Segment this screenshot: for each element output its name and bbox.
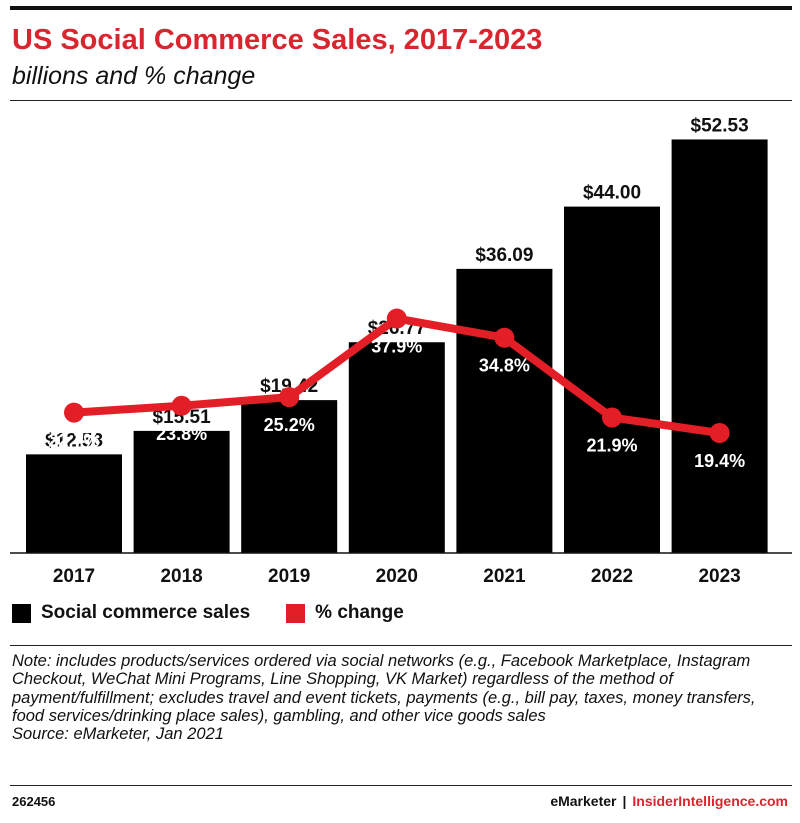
bar-2020 <box>348 342 445 553</box>
percent-change-label-2021: 34.8% <box>479 356 530 376</box>
percent-change-label-2023: 19.4% <box>694 451 745 471</box>
chart-id: 262456 <box>12 794 56 809</box>
bar-value-label-2017: $12.53 <box>45 430 103 451</box>
legend: Social commerce sales % change <box>12 600 440 626</box>
bar-2019 <box>241 400 338 553</box>
note-text: Note: includes products/services ordered… <box>12 652 756 725</box>
percent-change-label-2017: 22.7% <box>48 431 99 451</box>
chart-area: $12.532017$15.512018$19.422019$26.772020… <box>10 115 792 587</box>
percent-change-point-2021 <box>494 327 515 348</box>
bar-value-label-2018: $15.51 <box>153 407 212 428</box>
bar-2021 <box>456 268 553 553</box>
percent-change-label-2020: 37.9% <box>371 337 422 357</box>
x-tick-label-2019: 2019 <box>268 566 310 587</box>
bar-2017 <box>26 454 122 553</box>
legend-item-sales: Social commerce sales <box>12 602 250 624</box>
percent-change-label-2022: 21.9% <box>586 436 637 456</box>
legend-swatch-change <box>286 603 306 623</box>
bar-value-label-2021: $36.09 <box>475 245 533 266</box>
chart-note: Note: includes products/services ordered… <box>12 652 792 743</box>
x-tick-label-2017: 2017 <box>53 566 95 587</box>
x-tick-label-2018: 2018 <box>160 566 202 587</box>
bar-value-label-2019: $19.42 <box>260 376 318 397</box>
bar-2023 <box>671 139 768 554</box>
x-tick-label-2020: 2020 <box>376 566 418 587</box>
bar-2018 <box>133 430 230 553</box>
brand-emarketer: eMarketer <box>550 793 617 809</box>
top-accent-bar <box>10 6 792 10</box>
percent-change-point-2018 <box>171 395 192 416</box>
x-tick-label-2022: 2022 <box>591 566 633 587</box>
percent-change-point-2017 <box>64 402 84 423</box>
x-tick-label-2023: 2023 <box>698 566 740 587</box>
legend-swatch-sales <box>12 603 31 623</box>
footer-brand: eMarketer | InsiderIntelligence.com <box>550 793 788 809</box>
legend-label-change: % change <box>315 602 404 623</box>
percent-change-point-2022 <box>602 407 622 428</box>
bar-2022 <box>564 206 660 553</box>
note-divider <box>10 645 792 646</box>
bar-value-label-2022: $44.00 <box>583 183 641 204</box>
footer-divider <box>10 785 792 786</box>
percent-change-label-2019: 25.2% <box>264 415 315 435</box>
percent-change-label-2018: 23.8% <box>156 424 207 444</box>
brand-insider-intelligence: InsiderIntelligence.com <box>632 793 788 809</box>
brand-separator: | <box>622 793 627 809</box>
note-source: Source: eMarketer, Jan 2021 <box>12 725 224 744</box>
percent-change-point-2020 <box>386 308 407 329</box>
chart-title: US Social Commerce Sales, 2017-2023 <box>12 24 543 56</box>
percent-change-point-2023 <box>709 422 730 443</box>
chart-subtitle: billions and % change <box>12 62 256 90</box>
percent-change-point-2019 <box>279 387 300 408</box>
header-divider <box>10 100 792 101</box>
legend-item-change: % change <box>286 602 404 624</box>
bar-value-label-2023: $52.53 <box>691 115 749 136</box>
legend-label-sales: Social commerce sales <box>41 602 251 623</box>
x-tick-label-2021: 2021 <box>483 566 526 587</box>
